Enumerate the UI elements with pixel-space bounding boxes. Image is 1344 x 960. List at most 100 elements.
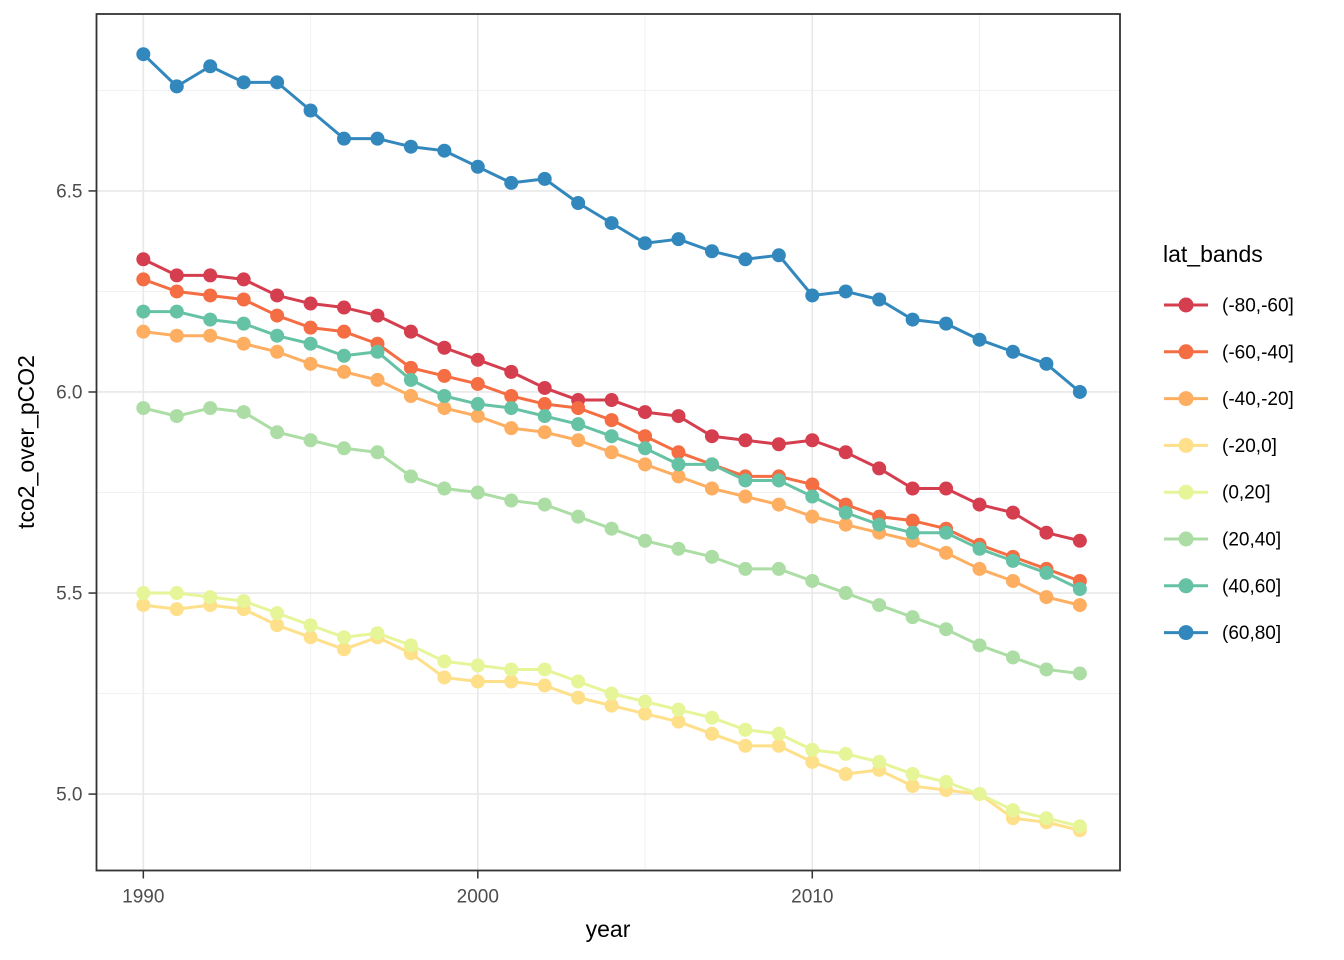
series-40-60 <box>136 304 1087 597</box>
data-point <box>604 698 619 713</box>
legend-entry-label: (-60,-40] <box>1222 342 1294 363</box>
data-point <box>236 272 251 287</box>
data-point <box>872 754 887 769</box>
y-tick-label: 6.0 <box>56 382 82 403</box>
data-point <box>504 421 519 436</box>
data-point <box>537 662 552 677</box>
data-point <box>203 401 218 416</box>
legend-entry-40-60: (40,60] <box>1164 576 1281 597</box>
data-point <box>203 328 218 343</box>
data-point <box>905 312 920 327</box>
data-point <box>638 405 653 420</box>
data-point <box>403 469 418 484</box>
legend-key-dot <box>1178 437 1194 453</box>
data-point <box>403 638 418 653</box>
data-point <box>1039 565 1054 580</box>
data-point <box>805 742 820 757</box>
legend-key-dot <box>1178 344 1194 360</box>
data-point <box>270 618 285 633</box>
data-point <box>738 489 753 504</box>
data-point <box>671 702 686 717</box>
legend-entry-60-40: (-60,-40] <box>1164 342 1294 363</box>
data-point <box>571 433 586 448</box>
data-point <box>136 304 151 319</box>
data-point <box>604 393 619 408</box>
data-point <box>470 352 485 367</box>
data-point <box>203 268 218 283</box>
data-point <box>872 598 887 613</box>
data-point <box>838 284 853 299</box>
data-point <box>169 268 184 283</box>
data-point <box>671 457 686 472</box>
data-point <box>437 670 452 685</box>
data-point <box>504 493 519 508</box>
data-point <box>303 320 318 335</box>
data-point <box>303 296 318 311</box>
data-point <box>1039 356 1054 371</box>
data-point <box>337 441 352 456</box>
data-point <box>571 195 586 210</box>
data-point <box>270 606 285 621</box>
data-point <box>337 642 352 657</box>
data-point <box>136 598 151 613</box>
data-point <box>470 485 485 500</box>
y-tick-label: 5.5 <box>56 584 82 605</box>
data-point <box>236 594 251 609</box>
data-point <box>504 401 519 416</box>
data-point <box>905 779 920 794</box>
data-point <box>470 658 485 673</box>
data-point <box>437 654 452 669</box>
data-point <box>437 389 452 404</box>
data-point <box>704 457 719 472</box>
data-point <box>838 746 853 761</box>
data-point <box>939 481 954 496</box>
data-point <box>838 445 853 460</box>
data-point <box>805 433 820 448</box>
data-point <box>771 248 786 263</box>
data-point <box>337 300 352 315</box>
data-point <box>203 590 218 605</box>
legend-entry-40-20: (-40,-20] <box>1164 389 1294 410</box>
data-point <box>437 143 452 158</box>
y-tick-label: 6.5 <box>56 181 82 202</box>
data-point <box>136 272 151 287</box>
legend-entry-label: (60,80] <box>1222 623 1281 644</box>
data-point <box>738 252 753 267</box>
data-point <box>738 738 753 753</box>
series-40-20 <box>136 324 1087 613</box>
data-point <box>771 473 786 488</box>
data-point <box>704 726 719 741</box>
data-point <box>504 364 519 379</box>
legend-entry-label: (40,60] <box>1222 576 1281 597</box>
data-point <box>169 586 184 601</box>
axis-ticks: 1990 2000 2010 5.0 5.5 6.0 6.5 <box>56 181 833 907</box>
data-point <box>470 397 485 412</box>
data-point <box>638 429 653 444</box>
data-point <box>303 103 318 118</box>
legend-entry-label: (-80,-60] <box>1222 296 1294 317</box>
data-point <box>872 517 887 532</box>
legend-entry-60-80: (60,80] <box>1164 623 1281 644</box>
data-point <box>838 766 853 781</box>
legend-entry-20-0: (-20,0] <box>1164 436 1277 457</box>
data-point <box>337 324 352 339</box>
data-point <box>704 549 719 564</box>
data-point <box>236 292 251 307</box>
legend-key-dot <box>1178 391 1194 407</box>
data-point <box>838 517 853 532</box>
data-point <box>1005 803 1020 818</box>
data-point <box>1072 598 1087 613</box>
data-point <box>169 602 184 617</box>
series-20-40 <box>136 401 1087 681</box>
data-point <box>1005 573 1020 588</box>
data-point <box>504 175 519 190</box>
data-point <box>905 610 920 625</box>
x-axis-title: year <box>586 916 631 942</box>
data-point <box>972 332 987 347</box>
data-point <box>972 561 987 576</box>
data-point <box>704 481 719 496</box>
data-point <box>370 626 385 641</box>
data-point <box>470 409 485 424</box>
data-point <box>303 336 318 351</box>
